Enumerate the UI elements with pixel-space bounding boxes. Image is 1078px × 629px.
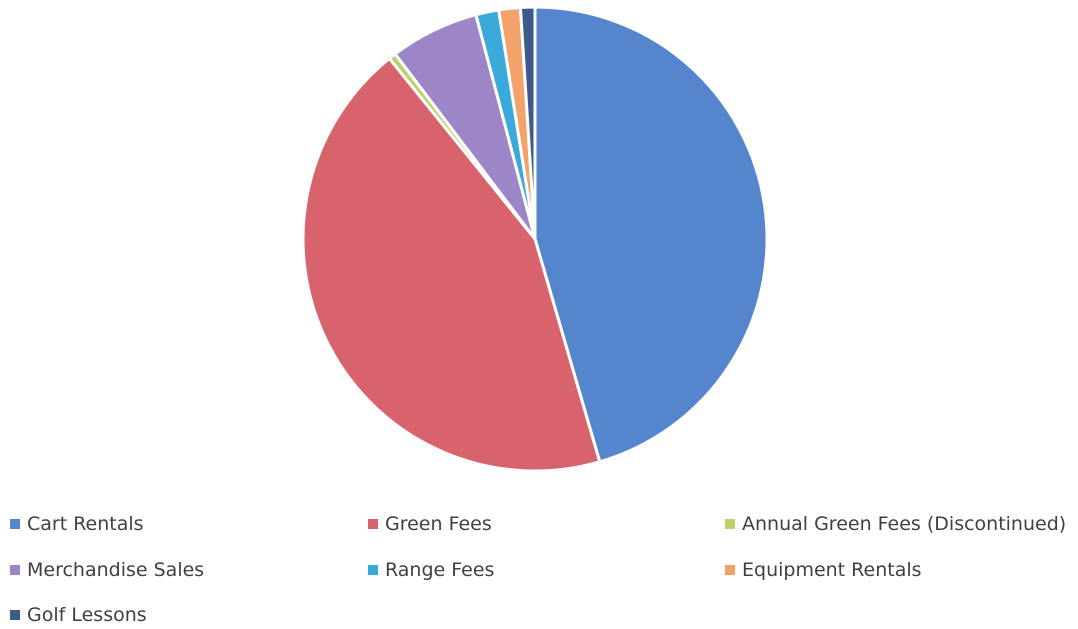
legend-label-golf-lessons: Golf Lessons [27, 604, 147, 626]
legend-item-golf-lessons: Golf Lessons [10, 601, 147, 629]
legend-swatch-merchandise-sales [10, 565, 20, 575]
legend-label-green-fees: Green Fees [385, 513, 492, 535]
legend-swatch-equipment-rentals [725, 565, 735, 575]
legend-item-equipment-rentals: Equipment Rentals [725, 556, 922, 584]
legend-label-merchandise-sales: Merchandise Sales [27, 559, 205, 581]
pie-slice-golf-lessons [518, 5, 537, 241]
legend-swatch-annual-green-fees [725, 519, 735, 529]
pie-slice-cart-rentals [533, 5, 769, 464]
pie-slice-green-fees [301, 56, 602, 473]
pie-chart [301, 5, 769, 473]
legend-label-range-fees: Range Fees [385, 559, 495, 581]
legend-swatch-golf-lessons [10, 610, 20, 620]
legend-swatch-range-fees [368, 565, 378, 575]
legend-swatch-cart-rentals [10, 519, 20, 529]
legend: Cart Rentals Green Fees Annual Green Fee… [0, 500, 1078, 627]
legend-label-equipment-rentals: Equipment Rentals [742, 559, 922, 581]
legend-item-merchandise-sales: Merchandise Sales [10, 556, 204, 584]
legend-label-cart-rentals: Cart Rentals [27, 513, 144, 535]
legend-item-cart-rentals: Cart Rentals [10, 510, 144, 538]
legend-item-range-fees: Range Fees [368, 556, 494, 584]
legend-label-annual-green-fees: Annual Green Fees (Discontinued) [742, 513, 1067, 535]
legend-item-annual-green-fees: Annual Green Fees (Discontinued) [725, 510, 1066, 538]
legend-item-green-fees: Green Fees [368, 510, 492, 538]
legend-swatch-green-fees [368, 519, 378, 529]
